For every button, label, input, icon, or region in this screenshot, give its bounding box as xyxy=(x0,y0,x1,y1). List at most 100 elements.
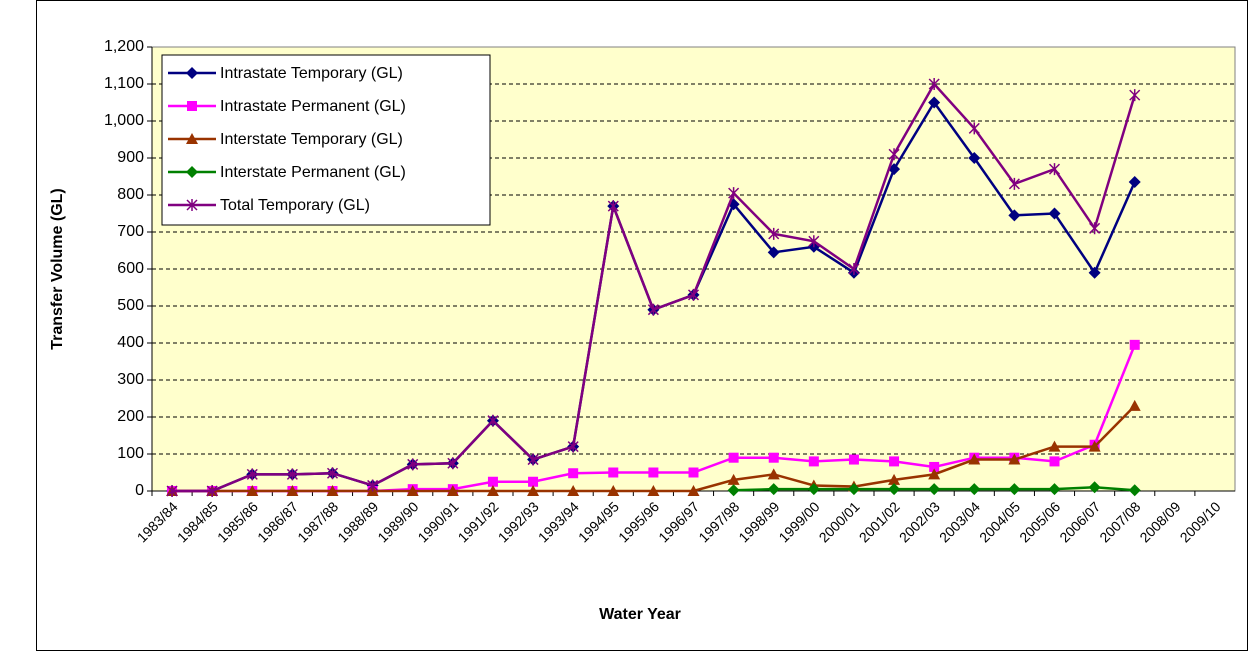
data-point xyxy=(848,263,860,275)
y-tick-label: 500 xyxy=(117,297,144,314)
data-point xyxy=(446,485,459,496)
data-point xyxy=(567,440,579,453)
data-point xyxy=(687,485,700,496)
y-tick-label: 1,200 xyxy=(104,38,144,55)
data-point xyxy=(1129,89,1141,102)
data-point xyxy=(968,122,980,135)
data-point xyxy=(888,148,900,161)
data-point xyxy=(286,468,298,481)
data-point xyxy=(968,483,981,496)
data-point xyxy=(567,485,580,496)
legend-marker xyxy=(186,133,198,144)
data-point xyxy=(848,454,859,465)
data-point xyxy=(928,78,940,90)
data-point xyxy=(1008,483,1021,496)
data-point xyxy=(246,468,258,481)
data-point xyxy=(608,467,619,478)
data-point xyxy=(727,484,740,497)
data-point xyxy=(728,187,740,200)
data-point xyxy=(527,485,540,496)
data-point xyxy=(407,458,419,471)
y-tick-label: 1,100 xyxy=(104,75,144,92)
data-point xyxy=(1129,339,1140,350)
data-point xyxy=(1048,163,1061,176)
data-point xyxy=(1048,483,1061,496)
data-point xyxy=(1128,484,1141,497)
data-point xyxy=(568,468,579,479)
data-point xyxy=(728,452,739,463)
legend-label: Intrastate Permanent (GL) xyxy=(220,98,406,115)
data-point xyxy=(648,467,659,478)
y-tick-label: 700 xyxy=(117,223,144,240)
legend-label: Intrastate Temporary (GL) xyxy=(220,65,403,82)
data-point xyxy=(808,456,819,467)
y-tick-label: 900 xyxy=(117,149,144,166)
legend-label: Interstate Permanent (GL) xyxy=(220,164,406,181)
legend-marker xyxy=(186,199,198,211)
legend-marker xyxy=(186,166,198,178)
data-point xyxy=(928,483,941,496)
data-point xyxy=(1008,453,1021,465)
data-point xyxy=(847,483,860,496)
legend-marker xyxy=(187,101,197,111)
y-tick-label: 600 xyxy=(117,260,144,277)
data-point xyxy=(166,485,178,497)
data-point xyxy=(1128,399,1141,411)
data-point xyxy=(888,483,901,496)
data-point xyxy=(1049,456,1060,467)
y-tick-label: 400 xyxy=(117,334,144,351)
data-point xyxy=(889,456,900,467)
data-point xyxy=(687,288,700,301)
data-point xyxy=(647,303,659,316)
data-point xyxy=(647,485,660,496)
data-point xyxy=(1048,440,1061,452)
y-tick-label: 800 xyxy=(117,186,144,203)
y-tick-label: 200 xyxy=(117,408,144,425)
y-tick-label: 1,000 xyxy=(104,112,144,129)
data-point xyxy=(1008,177,1020,190)
data-point xyxy=(768,227,780,240)
data-point xyxy=(808,235,820,248)
data-point xyxy=(367,479,379,492)
data-point xyxy=(1088,266,1101,279)
data-point xyxy=(326,467,339,480)
data-point xyxy=(688,467,699,478)
data-point xyxy=(486,485,499,496)
data-point xyxy=(767,468,780,480)
legend-marker xyxy=(186,67,198,79)
data-point xyxy=(807,483,820,496)
data-point xyxy=(888,473,901,485)
data-point xyxy=(928,96,941,109)
legend-label: Total Temporary (GL) xyxy=(220,197,370,214)
data-point xyxy=(528,476,539,487)
legend-label: Interstate Temporary (GL) xyxy=(220,131,403,148)
data-point xyxy=(767,483,780,496)
data-point xyxy=(286,485,299,496)
data-point xyxy=(326,485,339,496)
data-point xyxy=(246,485,259,496)
data-point xyxy=(727,473,740,485)
y-axis-label: Transfer Volume (GL) xyxy=(49,188,66,350)
data-point xyxy=(206,485,218,497)
data-point xyxy=(1128,176,1141,189)
data-point xyxy=(768,452,779,463)
data-point xyxy=(1048,207,1061,220)
data-point xyxy=(968,453,981,465)
data-point xyxy=(1088,440,1101,452)
legend-box xyxy=(161,54,491,226)
data-point xyxy=(607,200,619,213)
data-point xyxy=(929,461,940,472)
data-point xyxy=(1008,209,1021,222)
x-axis-label: Water Year xyxy=(599,606,681,623)
data-point xyxy=(447,457,459,470)
data-point xyxy=(1088,481,1101,494)
data-point xyxy=(607,485,620,496)
data-point xyxy=(767,246,780,259)
data-point xyxy=(406,485,419,496)
data-point xyxy=(487,476,498,487)
data-point xyxy=(487,414,499,427)
data-point xyxy=(1089,222,1101,235)
y-tick-label: 100 xyxy=(117,445,144,462)
y-tick-label: 300 xyxy=(117,371,144,388)
